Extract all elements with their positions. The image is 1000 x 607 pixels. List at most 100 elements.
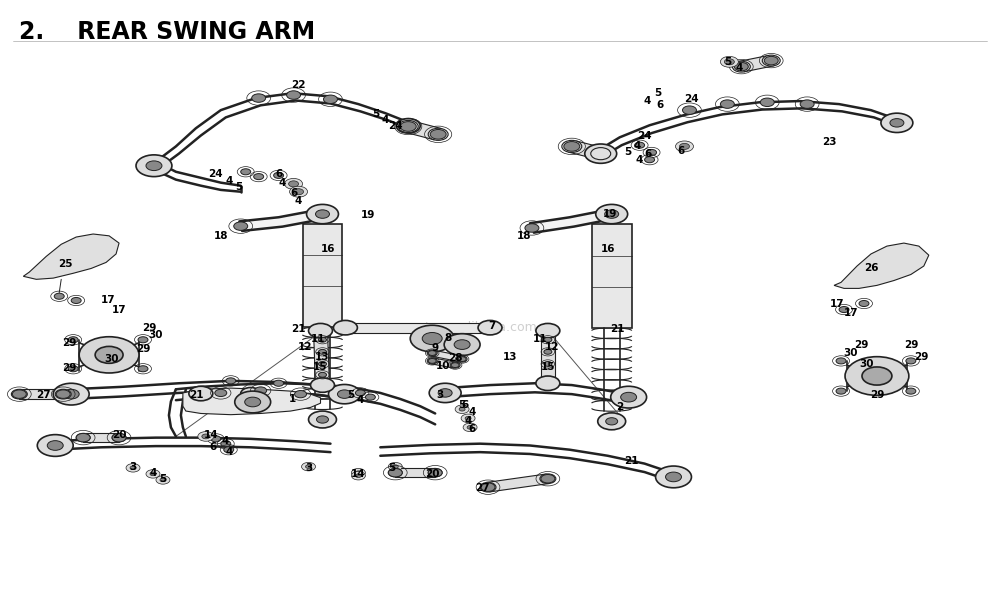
Text: 3: 3 — [129, 462, 137, 472]
Circle shape — [306, 465, 312, 469]
Circle shape — [562, 140, 582, 152]
Text: 28: 28 — [448, 353, 462, 363]
Circle shape — [459, 407, 465, 411]
Circle shape — [396, 118, 420, 133]
Text: 29: 29 — [62, 337, 76, 348]
Text: 5: 5 — [389, 463, 396, 473]
Circle shape — [836, 388, 846, 394]
Circle shape — [400, 121, 416, 131]
Text: 12: 12 — [545, 342, 559, 352]
Text: 2.    REAR SWING ARM: 2. REAR SWING ARM — [19, 19, 315, 44]
Circle shape — [467, 426, 473, 429]
Circle shape — [294, 189, 304, 195]
Circle shape — [762, 55, 780, 66]
Circle shape — [252, 94, 266, 103]
Circle shape — [234, 222, 248, 231]
Circle shape — [656, 466, 691, 488]
Circle shape — [130, 466, 136, 470]
Circle shape — [544, 362, 552, 367]
Circle shape — [764, 56, 778, 65]
Text: 3: 3 — [305, 463, 312, 473]
Circle shape — [146, 161, 162, 171]
Circle shape — [224, 447, 234, 453]
Text: 29: 29 — [142, 323, 156, 333]
Text: 4: 4 — [644, 96, 651, 106]
Text: 17: 17 — [101, 295, 115, 305]
Polygon shape — [345, 323, 490, 333]
Circle shape — [482, 323, 498, 333]
Text: 6: 6 — [461, 400, 469, 410]
Text: 4: 4 — [225, 177, 232, 186]
Text: 4: 4 — [221, 436, 228, 446]
Circle shape — [289, 181, 299, 187]
Circle shape — [427, 358, 437, 364]
Text: 21: 21 — [291, 324, 306, 334]
Circle shape — [307, 205, 338, 224]
Circle shape — [724, 59, 734, 65]
Circle shape — [455, 405, 469, 413]
Circle shape — [235, 391, 271, 413]
Circle shape — [254, 174, 264, 180]
Circle shape — [156, 476, 170, 484]
Circle shape — [564, 141, 580, 151]
Circle shape — [594, 149, 608, 158]
Text: 23: 23 — [822, 137, 836, 146]
Text: 19: 19 — [361, 209, 376, 220]
Text: 22: 22 — [291, 80, 306, 90]
Circle shape — [319, 350, 326, 354]
Circle shape — [536, 376, 560, 390]
Text: 27: 27 — [36, 390, 51, 401]
Circle shape — [906, 358, 916, 364]
Text: sinoscogoparts.en.alibaba.com: sinoscogoparts.en.alibaba.com — [343, 321, 538, 334]
Circle shape — [596, 205, 628, 224]
Circle shape — [138, 337, 148, 343]
Polygon shape — [431, 350, 464, 362]
Text: 20: 20 — [112, 430, 126, 440]
Circle shape — [351, 469, 365, 477]
Circle shape — [112, 433, 126, 442]
Circle shape — [274, 380, 284, 386]
Circle shape — [317, 416, 328, 423]
Circle shape — [319, 337, 326, 342]
Circle shape — [430, 129, 446, 139]
Polygon shape — [530, 209, 614, 232]
Text: 11: 11 — [311, 333, 326, 344]
Circle shape — [525, 224, 539, 232]
Circle shape — [451, 363, 459, 368]
Circle shape — [438, 388, 452, 397]
Circle shape — [605, 210, 619, 219]
Text: 4: 4 — [634, 141, 641, 151]
Circle shape — [598, 413, 626, 430]
Circle shape — [274, 172, 284, 178]
Polygon shape — [19, 389, 63, 399]
Text: 5: 5 — [724, 57, 731, 67]
Circle shape — [198, 432, 214, 441]
Circle shape — [480, 483, 496, 492]
Circle shape — [12, 390, 26, 398]
Circle shape — [732, 61, 750, 72]
Circle shape — [337, 323, 353, 333]
Circle shape — [56, 390, 70, 398]
Polygon shape — [314, 331, 329, 385]
Circle shape — [680, 143, 689, 149]
Circle shape — [760, 98, 774, 106]
Circle shape — [351, 472, 365, 480]
Circle shape — [241, 169, 251, 175]
Polygon shape — [486, 474, 550, 492]
Circle shape — [645, 157, 655, 163]
Circle shape — [454, 340, 470, 350]
Text: 3: 3 — [437, 390, 444, 401]
Circle shape — [457, 356, 467, 362]
Polygon shape — [395, 469, 435, 477]
Circle shape — [611, 386, 647, 408]
Circle shape — [241, 387, 261, 399]
Text: 20: 20 — [425, 469, 439, 479]
Circle shape — [398, 120, 418, 132]
Circle shape — [316, 381, 329, 389]
Text: 24: 24 — [208, 169, 223, 178]
Polygon shape — [431, 358, 457, 368]
Text: 4: 4 — [295, 196, 302, 206]
Circle shape — [314, 327, 327, 335]
Circle shape — [309, 324, 332, 338]
Circle shape — [11, 389, 27, 399]
